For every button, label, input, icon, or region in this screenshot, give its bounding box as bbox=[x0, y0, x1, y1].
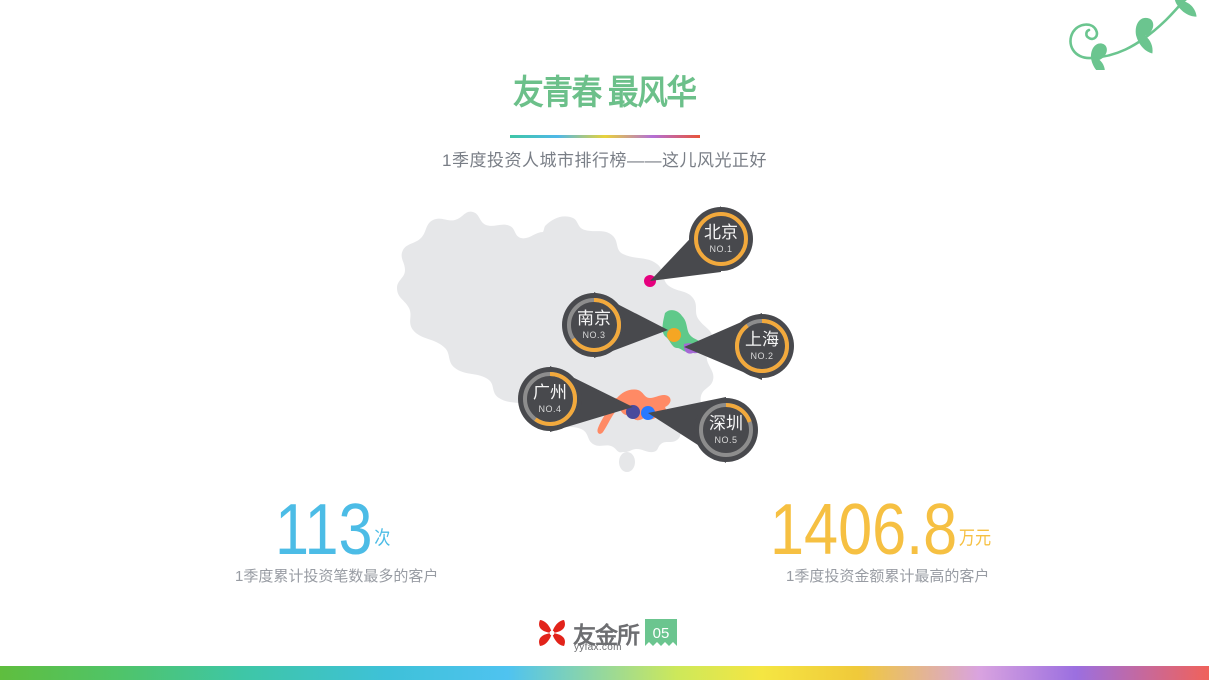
svg-text:05: 05 bbox=[653, 625, 670, 642]
